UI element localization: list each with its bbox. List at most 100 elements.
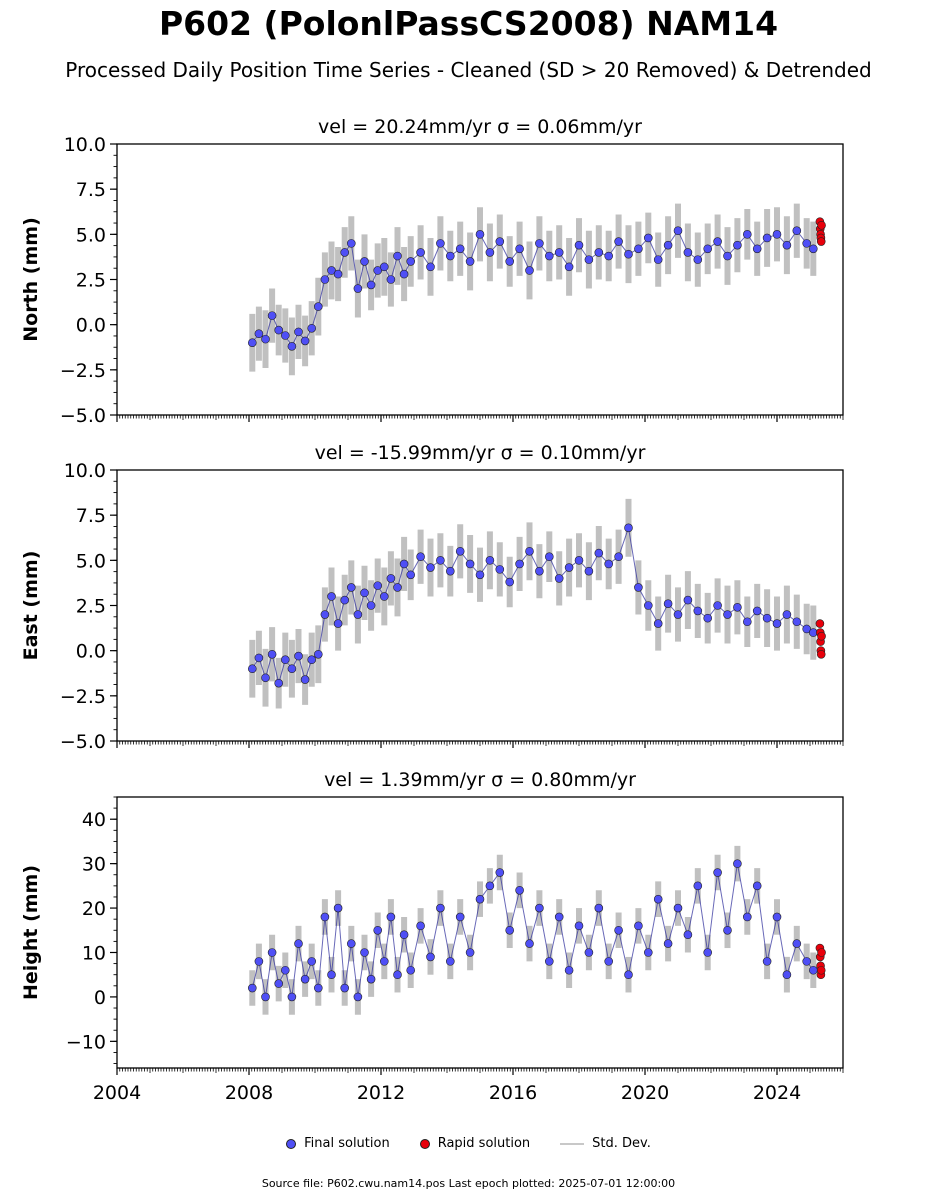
panel-2-ytick-label: 0.0 (76, 641, 106, 663)
panel-3-final-point (584, 948, 594, 957)
panel-3-rapid-point (816, 965, 826, 975)
panel-3-final-point (485, 881, 495, 891)
panel-2-rapid-point (816, 649, 826, 659)
panel-2-final-point (535, 566, 544, 576)
panel-3-ytick-label: −10 (66, 1031, 106, 1053)
panel-1-final-point (280, 331, 290, 340)
panel-3-final-point (248, 983, 257, 993)
panel-1-final-point (535, 239, 544, 248)
panel-1-final-point (327, 266, 336, 275)
panel-1-final-point (525, 266, 534, 275)
panel-2-final-point (300, 675, 310, 684)
panel-2-final-point (307, 655, 317, 665)
panel-1-final-point (379, 262, 389, 272)
panel-1-final-point (294, 327, 303, 337)
panel-2-final-point (515, 559, 524, 569)
panel-1-final-point (455, 244, 465, 254)
panel-1-final-point (782, 240, 792, 250)
panel-3-final-point (495, 868, 505, 877)
panel-1-final-point (406, 257, 416, 266)
panel-1-final-point (393, 251, 402, 261)
panel-2-final-point (287, 664, 297, 674)
panel-2-final-point (653, 619, 663, 628)
panel-2-final-point (274, 678, 284, 688)
panel-3-final-point (261, 992, 270, 1002)
panel-1-final-point (399, 269, 409, 279)
panel-3-final-point (373, 925, 383, 935)
panel-3-final-point (594, 903, 604, 913)
panel-3-final-point (515, 885, 524, 895)
panel-1-final-point (346, 239, 356, 248)
panel-3-final-point (733, 859, 742, 868)
panel-2-final-point (525, 546, 534, 556)
panel-3-xtick-label: 2008 (225, 1082, 273, 1104)
panel-3-final-point (353, 992, 363, 1002)
panel-3-final-point (703, 948, 713, 957)
panel-3-final-point (294, 939, 303, 948)
panel-1-ytick-label: 10.0 (64, 134, 106, 156)
panel-3-final-point (525, 939, 534, 948)
panel-1-final-point (445, 251, 455, 261)
panel-1-final-point (742, 230, 752, 239)
panel-2-final-point (465, 559, 475, 569)
panel-3-final-point (327, 970, 336, 980)
panel-2-final-point (426, 563, 435, 572)
panel-1-final-point (416, 248, 425, 257)
panel-3-xtick-label: 2004 (93, 1082, 141, 1104)
panel-2-final-point (267, 649, 277, 659)
panel-2-title: vel = -15.99mm/yr σ = 0.10mm/yr (315, 442, 646, 464)
panel-1-final-point (515, 244, 524, 254)
panel-2-final-point (393, 583, 402, 592)
panel-2-rapid-point (817, 631, 826, 641)
panel-3-ytick-label: 0 (94, 987, 106, 1009)
panel-2-final-point (634, 583, 643, 592)
panel-1-ytick-label: 0.0 (76, 315, 106, 337)
panel-1-final-point (808, 244, 818, 254)
panel-2-ytick-label: 5.0 (76, 550, 106, 572)
panel-3-final-point (713, 868, 722, 877)
panel-1-final-point (663, 240, 673, 250)
panel-3-final-point (346, 939, 356, 948)
panel-3-final-point (535, 903, 544, 913)
chart-canvas: vel = 20.24mm/yr σ = 0.06mm/yr North (mm)… (20, 116, 844, 1104)
panel-2-final-point (544, 552, 554, 562)
panel-1-frame (116, 143, 844, 416)
panel-2-final-point (673, 610, 683, 619)
panel-2-final-point (320, 610, 330, 619)
panel-3-final-point (663, 939, 673, 948)
panel-1-final-point (340, 248, 350, 257)
panel-1-final-point (544, 251, 554, 261)
panel-2-final-point (643, 601, 653, 610)
panel-3-final-point (564, 965, 574, 975)
panel-2-final-point (693, 606, 703, 616)
panel-1-final-point (703, 244, 713, 254)
panel-3-final-point (752, 881, 762, 891)
panel-2-final-point (663, 599, 673, 608)
legend: Final solution Rapid solution Std. Dev. (0, 1136, 937, 1151)
panel-2-final-point (733, 603, 742, 612)
panel-3-final-point (379, 957, 389, 966)
panel-3-ylabel: Height (mm) (20, 865, 42, 1000)
panel-3-final-point (624, 970, 633, 980)
panel-3-final-point (604, 957, 614, 966)
panel-2-ytick-label: −2.5 (60, 686, 106, 708)
panel-3-frame (116, 796, 844, 1069)
panel-2-final-point (584, 566, 594, 576)
panel-3-final-point (320, 912, 330, 922)
panel-3-final-point (742, 912, 752, 922)
panel-1-final-point (333, 269, 343, 279)
panel-1-title: vel = 20.24mm/yr σ = 0.06mm/yr (318, 116, 642, 138)
panel-2-final-point (475, 570, 485, 580)
panel-1-final-point (313, 302, 323, 311)
panel-1-final-point (505, 257, 515, 266)
panel-2-final-point (485, 556, 495, 565)
panel-1-final-point (274, 325, 284, 335)
panel-2-ytick-label: −5.0 (60, 731, 106, 753)
legend-item-std: Std. Dev. (560, 1136, 651, 1151)
panel-2-ylabel: East (mm) (20, 551, 42, 661)
chart-title: P602 (PolonlPassCS2008) NAM14 (158, 4, 779, 43)
panel-2-final-point (604, 559, 614, 569)
panel-1-final-point (360, 257, 369, 266)
panel-1-final-point (643, 233, 653, 243)
panel-3-final-point (544, 957, 554, 966)
